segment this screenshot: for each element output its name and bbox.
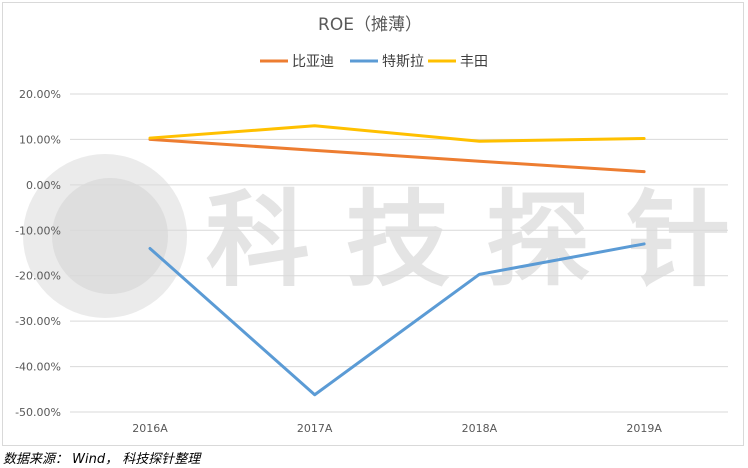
- data-point: [478, 273, 481, 276]
- legend-label: 丰田: [460, 54, 488, 70]
- y-tick-label: -10.00%: [15, 224, 61, 237]
- x-axis: 2016A 2017A 2018A 2019A: [132, 422, 662, 435]
- y-tick-label: -40.00%: [15, 361, 61, 374]
- chart-title: ROE（摊薄）: [318, 15, 422, 35]
- data-point: [642, 137, 646, 140]
- y-tick-label: -50.00%: [15, 406, 61, 419]
- y-tick-label: -30.00%: [15, 315, 61, 328]
- chart-svg: 科 技 探 针 ROE（摊薄） 比亚迪 特斯拉 丰田 20.00% 10.00% 0.0…: [15, 15, 730, 435]
- x-tick-label: 2019A: [626, 422, 662, 435]
- series-lines: [148, 124, 646, 397]
- y-axis: 20.00% 10.00% 0.00% -10.00% -20.00% -30.00% -4…: [15, 88, 61, 419]
- data-point: [313, 149, 316, 152]
- data-point: [313, 124, 316, 128]
- series-line-1: [148, 242, 646, 397]
- y-tick-label: -20.00%: [15, 270, 61, 283]
- data-point: [478, 140, 481, 143]
- x-tick-label: 2017A: [297, 422, 333, 435]
- watermark: 科 技 探 针: [23, 154, 730, 318]
- data-point: [478, 160, 481, 163]
- y-tick-label: 20.00%: [19, 88, 61, 101]
- series-line-0: [148, 137, 646, 174]
- series-line-2: [148, 124, 646, 143]
- y-tick-label: 10.00%: [19, 133, 61, 146]
- watermark-logo-inner: [52, 178, 168, 294]
- data-point: [148, 136, 152, 140]
- data-point: [148, 247, 152, 250]
- legend-label: 特斯拉: [382, 54, 424, 70]
- data-point: [313, 393, 316, 396]
- legend-label: 比亚迪: [292, 54, 334, 70]
- legend: 比亚迪 特斯拉 丰田: [260, 54, 488, 70]
- source-note: 数据来源： Wind， 科技探针整理: [3, 452, 201, 467]
- data-point: [642, 242, 646, 246]
- y-tick-label: 0.00%: [26, 179, 61, 192]
- x-tick-label: 2018A: [462, 422, 498, 435]
- data-point: [642, 170, 646, 173]
- x-tick-label: 2016A: [132, 422, 168, 435]
- watermark-text: 科 技 探 针: [206, 179, 731, 301]
